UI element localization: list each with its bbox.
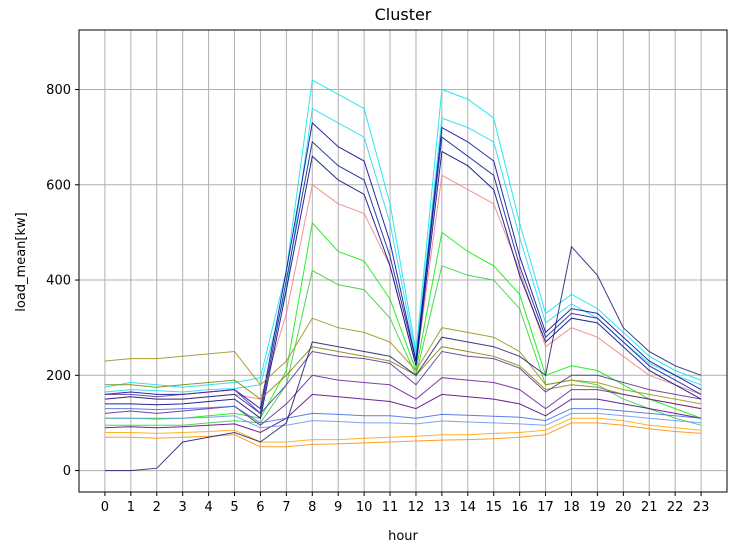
x-tick-label: 13	[434, 500, 451, 515]
x-axis-label: hour	[388, 529, 418, 544]
y-tick-label: 600	[46, 178, 71, 193]
x-tick-label: 14	[460, 500, 477, 515]
series-line	[104, 136, 702, 415]
x-tick-label: 23	[693, 500, 710, 515]
x-tick-label: 15	[485, 500, 502, 515]
plot-frame	[78, 29, 728, 493]
x-tick-label: 8	[308, 500, 316, 515]
series-line	[104, 346, 702, 410]
x-tick-label: 16	[511, 500, 528, 515]
x-tick-label: 4	[204, 500, 212, 515]
x-tick-label: 3	[179, 500, 187, 515]
x-tick-label: 18	[563, 500, 580, 515]
y-tick-label: 0	[63, 464, 71, 479]
x-tick-label: 5	[230, 500, 238, 515]
x-tick-label: 20	[615, 500, 632, 515]
series-line	[104, 150, 702, 420]
x-tick-label: 7	[282, 500, 290, 515]
y-tick-label: 400	[46, 274, 71, 289]
x-tick-label: 19	[589, 500, 606, 515]
x-tick-label: 17	[537, 500, 554, 515]
axis-ticks: 0 1 2 3 4 5 6 7 8 9 10 11 12 13 14 15 16 17 18 19 20 21 22 2302…	[46, 83, 709, 515]
y-tick-label: 800	[46, 83, 71, 98]
series-line	[104, 107, 702, 393]
y-tick-label: 200	[46, 369, 71, 384]
x-tick-label: 1	[127, 500, 135, 515]
series-line	[104, 350, 702, 415]
series-line	[104, 245, 702, 472]
x-tick-label: 12	[408, 500, 425, 515]
series-line	[104, 422, 702, 448]
chart-title: Cluster	[375, 5, 432, 24]
grid	[79, 30, 727, 492]
series-line	[104, 393, 702, 434]
series-line	[104, 417, 702, 443]
x-tick-label: 11	[382, 500, 399, 515]
series-line	[104, 317, 702, 405]
x-tick-label: 9	[334, 500, 342, 515]
x-tick-label: 21	[641, 500, 658, 515]
series-line	[104, 405, 702, 424]
y-axis-label: load_mean[kw]	[14, 212, 29, 311]
series-line	[104, 412, 702, 429]
series-line	[104, 221, 702, 419]
x-tick-label: 10	[356, 500, 373, 515]
series-line	[104, 265, 702, 426]
x-tick-label: 0	[101, 500, 109, 515]
x-tick-label: 6	[256, 500, 264, 515]
series-lines	[104, 79, 702, 472]
series-line	[104, 374, 702, 426]
x-tick-label: 22	[667, 500, 684, 515]
series-line	[104, 79, 702, 388]
x-tick-label: 2	[153, 500, 161, 515]
